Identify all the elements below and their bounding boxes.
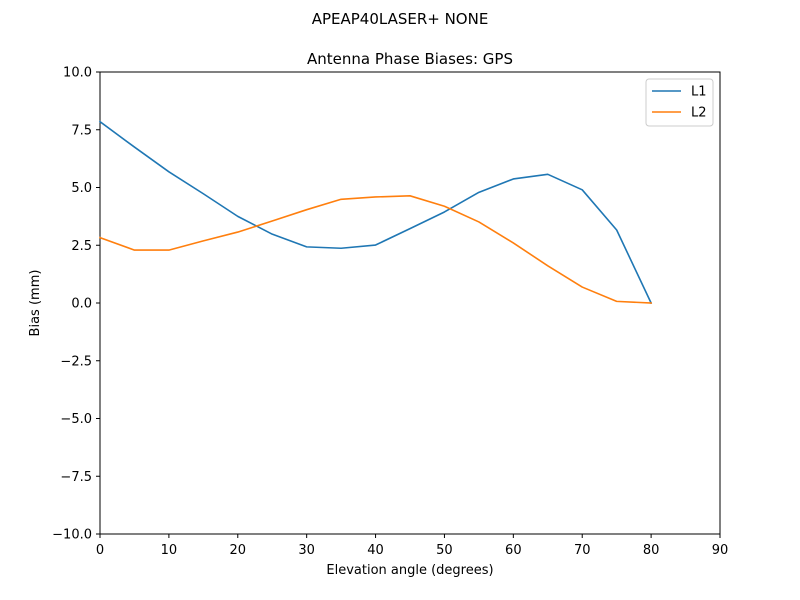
x-tick-label: 20 (230, 543, 247, 558)
y-tick-label: 0.0 (71, 297, 92, 312)
y-tick-label: 7.5 (71, 123, 92, 138)
x-tick-label: 40 (367, 543, 384, 558)
y-tick-label: −5.0 (60, 412, 92, 427)
x-axis-ticks: 0 10 20 30 40 50 60 70 80 90 (96, 534, 728, 558)
y-axis-label: Bias (mm) (28, 270, 43, 337)
legend-label-l2: L2 (691, 106, 707, 121)
y-tick-label: 5.0 (71, 181, 92, 196)
x-axis-label: Elevation angle (degrees) (326, 563, 493, 578)
legend-label-l1: L1 (691, 85, 707, 100)
chart-title: Antenna Phase Biases: GPS (307, 50, 513, 68)
y-tick-label: 10.0 (63, 66, 92, 81)
series-line-l1 (98, 120, 653, 305)
y-axis-ticks: −10.0 −7.5 −5.0 −2.5 0.0 2.5 5.0 7.5 10.0 (52, 66, 100, 543)
series-line-l2 (98, 195, 652, 304)
x-tick-label: 30 (298, 543, 315, 558)
x-tick-label: 90 (712, 543, 729, 558)
x-tick-label: 80 (643, 543, 660, 558)
y-tick-label: −10.0 (52, 528, 92, 543)
y-tick-label: −2.5 (60, 354, 92, 369)
x-tick-label: 70 (574, 543, 591, 558)
x-tick-label: 0 (96, 543, 104, 558)
y-tick-label: −7.5 (60, 470, 92, 485)
y-tick-label: 2.5 (71, 239, 92, 254)
figure-suptitle: APEAP40LASER+ NONE (312, 10, 489, 28)
x-tick-label: 50 (436, 543, 453, 558)
series-lines (98, 120, 653, 305)
x-tick-label: 60 (505, 543, 522, 558)
x-tick-label: 10 (161, 543, 178, 558)
